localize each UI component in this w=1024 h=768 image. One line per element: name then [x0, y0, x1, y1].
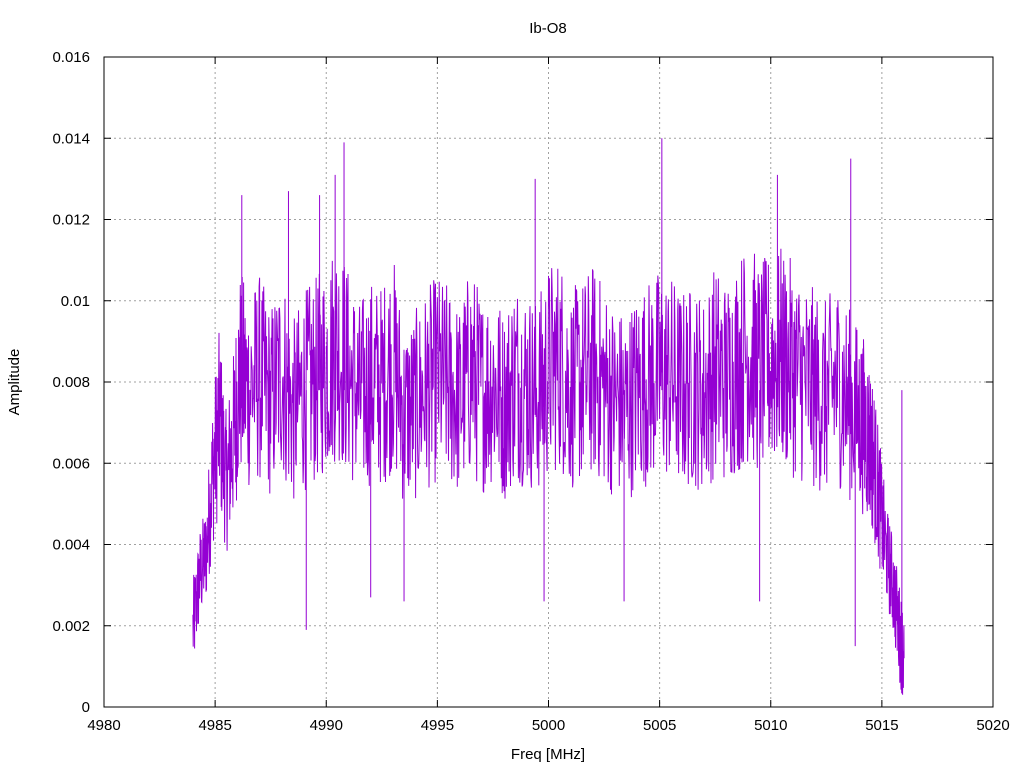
chart-title: Ib-O8 [529, 20, 567, 37]
y-tick-label: 0.008 [52, 374, 90, 391]
y-tick-label: 0.004 [52, 537, 90, 554]
x-tick-label: 4990 [310, 717, 343, 734]
x-tick-labels: 4980 4985 4990 4995 5000 5005 5010 5015 5020 [87, 717, 1009, 734]
x-tick-label: 5000 [532, 717, 565, 734]
y-tick-label: 0.016 [52, 49, 90, 66]
y-tick-label: 0.01 [61, 293, 90, 310]
y-tick-label: 0.014 [52, 130, 90, 147]
y-tick-labels: 0 0.002 0.004 0.006 0.008 0.01 0.012 0.014 0.016 [52, 49, 90, 716]
y-tick-label: 0.006 [52, 455, 90, 472]
plot-frame [103, 56, 994, 708]
x-tick-label: 4995 [421, 717, 454, 734]
y-axis-label: Amplitude [6, 349, 23, 416]
x-tick-label: 5005 [643, 717, 676, 734]
y-tick-label: 0 [82, 699, 90, 716]
series-line [192, 248, 905, 695]
x-tick-label: 5015 [865, 717, 898, 734]
y-tick-label: 0.002 [52, 618, 90, 635]
x-tick-label: 4985 [198, 717, 231, 734]
x-tick-label: 5010 [754, 717, 787, 734]
x-tick-label: 5020 [976, 717, 1009, 734]
x-axis-label: Freq [MHz] [511, 746, 585, 763]
y-tick-label: 0.012 [52, 212, 90, 229]
x-tick-label: 4980 [87, 717, 120, 734]
plot-series [192, 138, 905, 695]
